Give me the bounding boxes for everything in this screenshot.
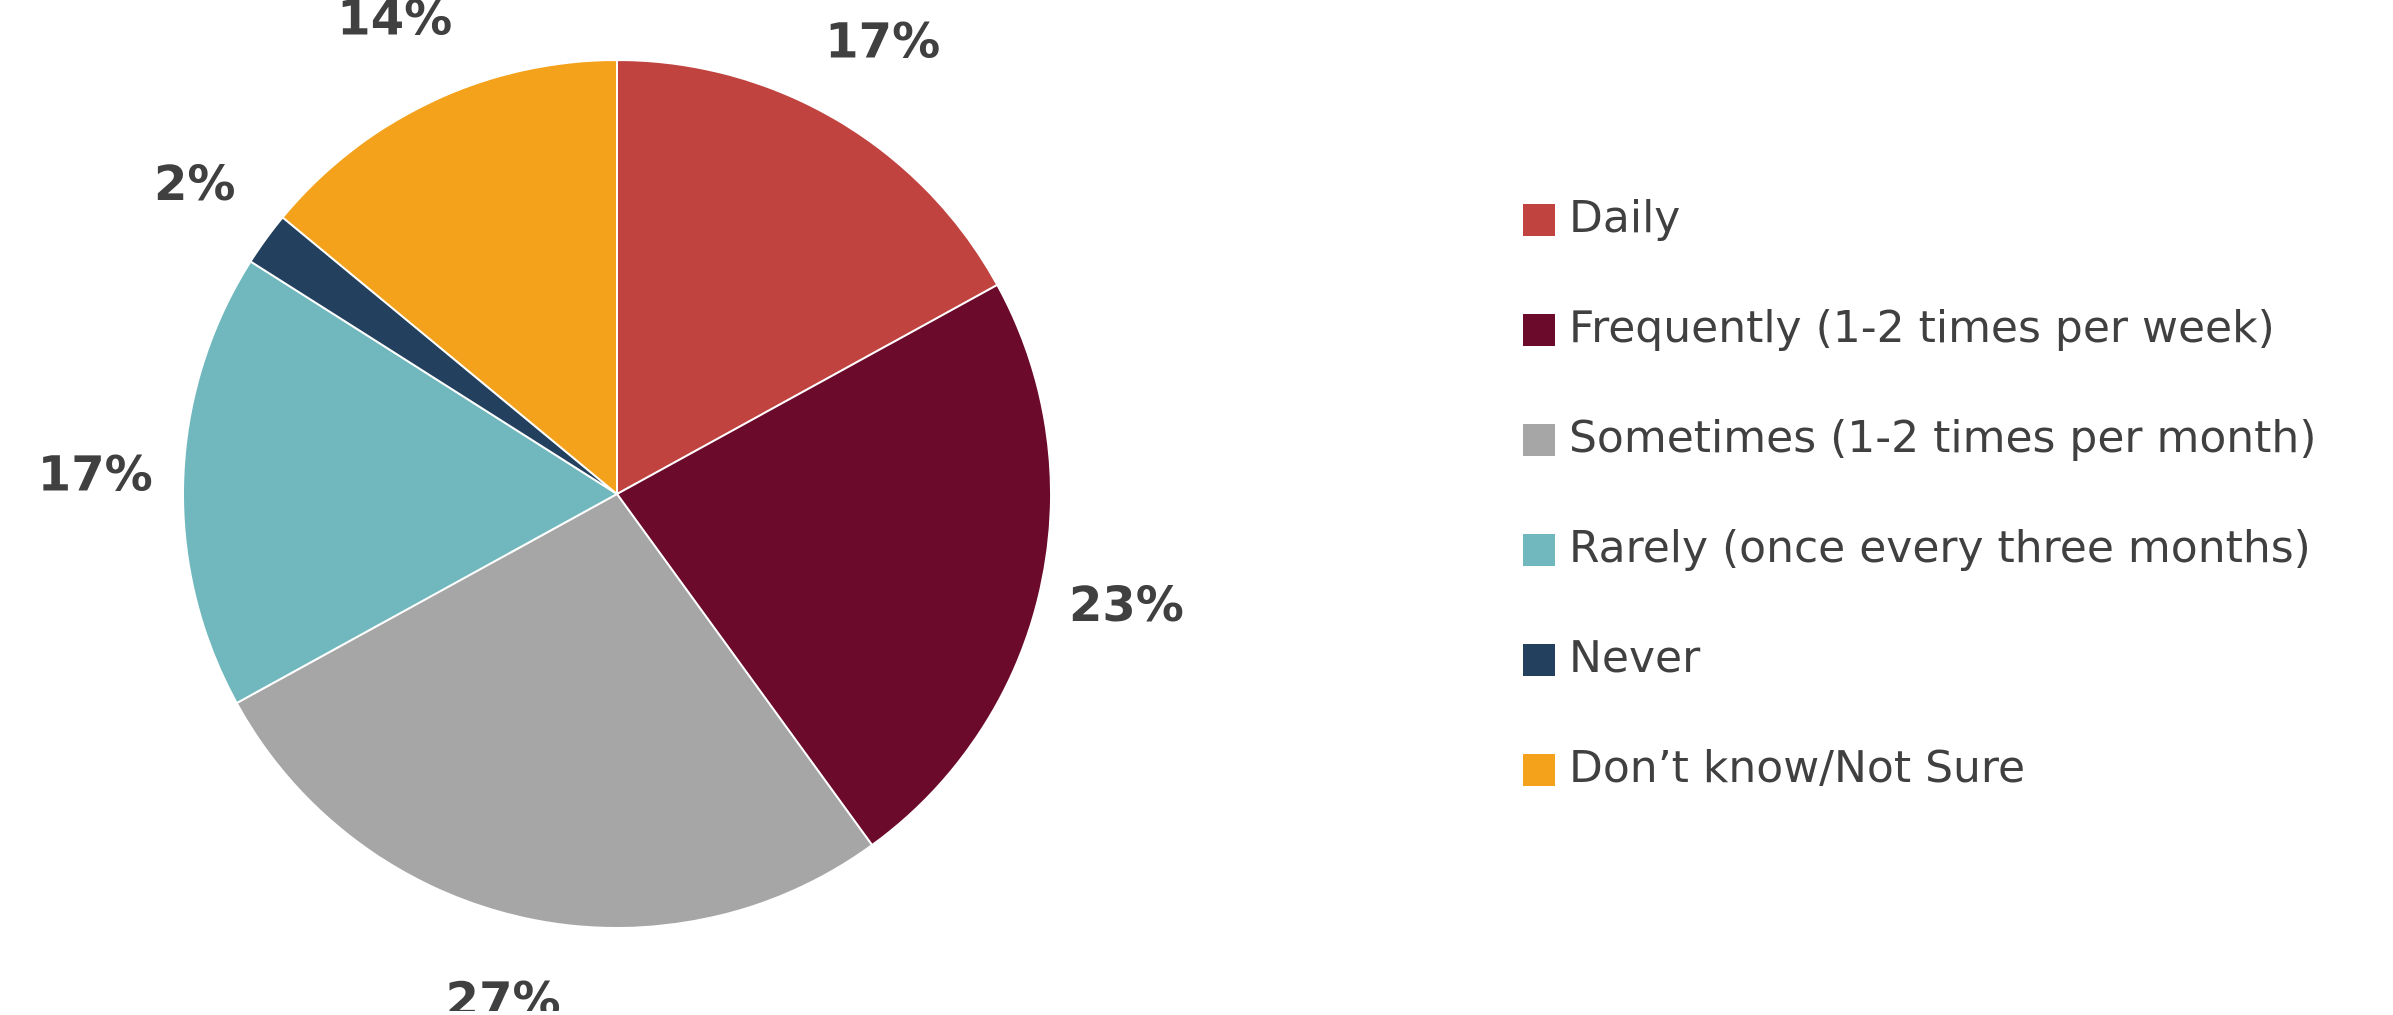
legend-swatch [1523,314,1555,346]
legend-label: Daily [1569,192,1680,243]
legend-swatch [1523,204,1555,236]
value-label: 27% [446,972,561,1011]
legend-label: Rarely (once every three months) [1569,522,2311,573]
legend-swatch [1523,644,1555,676]
pie-slice [235,492,874,929]
value-label: 23% [1069,577,1184,633]
legend-swatch [1523,534,1555,566]
legend-label: Sometimes (1-2 times per month) [1569,412,2316,463]
value-label: 17% [825,14,940,70]
legend-label: Never [1569,632,1701,683]
pie-slice [616,58,999,496]
pie-slice [281,58,618,497]
value-label: 14% [337,0,452,47]
pie-slice [615,283,1052,847]
legend-label: Frequently (1-2 times per week) [1569,302,2275,353]
value-label: 2% [154,156,236,212]
legend-label: Don’t know/Not Sure [1569,742,2025,793]
pie-slice [182,260,619,705]
legend-swatch [1523,424,1555,456]
legend-swatch [1523,754,1555,786]
value-label: 17% [38,447,153,503]
